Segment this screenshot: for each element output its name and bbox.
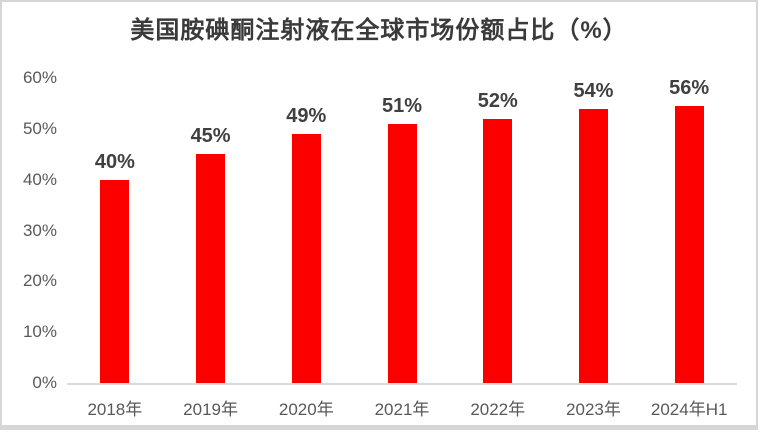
chart-title: 美国胺碘酮注射液在全球市场份额占比（%）: [130, 17, 628, 44]
bar-2023年: [578, 108, 608, 383]
y-axis-tick-label: 20%: [22, 271, 57, 291]
x-axis-label: 2023年: [566, 400, 621, 419]
bar-column: 49%: [258, 78, 354, 383]
y-axis-tick-label: 50%: [22, 118, 57, 138]
x-axis-label: 2019年: [183, 400, 238, 419]
bar-2021年: [387, 123, 417, 383]
y-axis: 60% 50% 40% 30% 20% 10% 0%: [2, 68, 67, 392]
bar-2019年: [196, 154, 226, 383]
bar-data-label: 51%: [382, 94, 423, 117]
bar-column: 54%: [546, 78, 642, 383]
bar-2024年H1: [674, 106, 704, 383]
bar-2020年: [291, 133, 321, 383]
bar-column: 40%: [67, 78, 163, 383]
bar-data-label: 56%: [669, 77, 710, 99]
bar-column: 51%: [354, 78, 450, 383]
x-axis-label: 2021年: [374, 400, 430, 419]
y-axis-tick-label: 0%: [32, 373, 57, 392]
bar-column: 56%: [641, 78, 737, 383]
x-axis-label: 2022年: [470, 400, 526, 419]
bar-2022年: [483, 118, 513, 383]
bar-data-label: 52%: [477, 89, 518, 112]
x-axis-label: 2024年H1: [650, 400, 728, 419]
y-axis-tick-label: 60%: [22, 68, 57, 87]
bar-data-label: 45%: [190, 125, 231, 148]
bar-data-label: 49%: [286, 104, 327, 127]
x-axis: 2018年 2019年 2020年 2021年 2022年 2023年 2024年H1: [67, 385, 737, 420]
y-axis-tick-label: 10%: [22, 322, 57, 342]
plot-area: 40% 45% 49% 51% 52% 54% 56%: [67, 78, 737, 385]
bar-data-label: 40%: [94, 150, 135, 173]
y-axis-tick-label: 30%: [22, 220, 57, 240]
y-axis-tick-label: 40%: [22, 169, 57, 189]
bar-column: 45%: [163, 78, 259, 383]
bar-data-label: 54%: [573, 79, 614, 102]
x-axis-label: 2018年: [87, 400, 143, 419]
bar-column: 52%: [450, 78, 546, 383]
x-axis-label: 2020年: [278, 400, 334, 419]
bar-chart: 60% 50% 40% 30% 20% 10% 0% 40% 45% 49% 51% 52% 54% 5…: [2, 68, 756, 420]
plot-wrap: 40% 45% 49% 51% 52% 54% 56% 2018年 2019年 2020年 202…: [67, 78, 737, 420]
bar-2018年: [100, 179, 130, 383]
